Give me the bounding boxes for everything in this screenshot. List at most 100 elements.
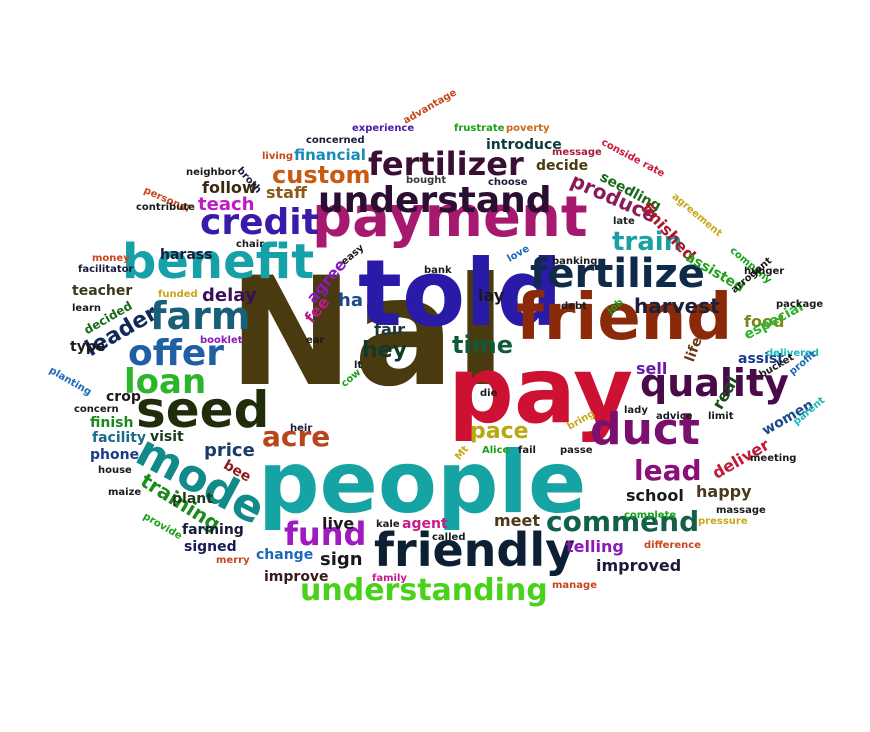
- word-advantage: advantage: [401, 87, 459, 127]
- word-lt: lt: [354, 360, 363, 371]
- word-alice: Alice: [482, 445, 510, 456]
- word-happy: happy: [696, 482, 752, 501]
- word-crop: crop: [106, 389, 141, 405]
- word-frustrate: frustrate: [454, 123, 505, 134]
- word-experience: experience: [352, 123, 415, 134]
- word-telling: telling: [566, 537, 624, 556]
- word-benefit: benefit: [122, 234, 315, 290]
- word-introduce: introduce: [486, 137, 562, 153]
- word-credit: credit: [200, 202, 319, 243]
- word-friend: friend: [516, 281, 733, 355]
- word-food: food: [744, 312, 785, 331]
- word-learn: learn: [72, 303, 102, 314]
- word-loan: loan: [124, 362, 207, 402]
- word-bank: bank: [424, 265, 452, 276]
- word-change: change: [256, 547, 314, 563]
- word-understand: understand: [318, 180, 552, 221]
- word-pay: pay: [448, 337, 634, 444]
- word-pressure: pressure: [698, 516, 748, 527]
- word-nal: Nal: [228, 246, 507, 420]
- word-payment: payment: [312, 185, 588, 250]
- word-signed: signed: [184, 539, 237, 555]
- word-passe: passe: [560, 445, 593, 456]
- word-seed: seed: [136, 381, 270, 439]
- word-farming: farming: [182, 522, 244, 538]
- word-concern: concern: [74, 404, 119, 415]
- word-debt: debt: [561, 301, 587, 312]
- word-people: people: [258, 433, 587, 533]
- word-teach: teach: [198, 194, 255, 215]
- word-die: die: [480, 388, 498, 399]
- word-bought: bought: [406, 175, 447, 186]
- word-pace: pace: [470, 419, 529, 444]
- word-fertilizer: fertilizer: [368, 145, 524, 183]
- word-fertilize: fertilize: [530, 251, 705, 297]
- word-follow: follow: [202, 178, 257, 197]
- word-improve: improve: [264, 569, 329, 585]
- word-delay: delay: [202, 285, 257, 306]
- word-fail: fail: [518, 445, 536, 456]
- word-chair: chair: [236, 239, 265, 250]
- word-booklet: booklet: [200, 335, 243, 346]
- word-planting: planting: [47, 365, 94, 399]
- word-money: money: [92, 253, 130, 264]
- word-meeting: meeting: [750, 453, 797, 464]
- word-ha: ha: [338, 290, 363, 311]
- word-choose: choose: [488, 177, 528, 188]
- word-school: school: [626, 486, 684, 505]
- word-financial: financial: [294, 146, 366, 164]
- word-manage: manage: [552, 580, 597, 591]
- word-plant: plant: [172, 491, 213, 507]
- word-difference: difference: [644, 540, 702, 551]
- word-called: called: [432, 532, 466, 543]
- word-merry: merry: [216, 555, 250, 566]
- word-maize: maize: [108, 487, 142, 498]
- word-poverty: poverty: [506, 123, 550, 134]
- word-fair: fair: [374, 320, 406, 339]
- word-sell: sell: [636, 359, 668, 378]
- word-kale: kale: [376, 519, 400, 530]
- word-commend: commend: [546, 505, 700, 538]
- word-teacher: teacher: [72, 283, 133, 299]
- word-improved: improved: [596, 556, 682, 575]
- word-meet: meet: [494, 511, 541, 530]
- word-massage: massage: [716, 505, 766, 516]
- word-concerned: concerned: [306, 135, 365, 146]
- word-friendly: friendly: [374, 523, 576, 577]
- word-facilitator: facilitator: [78, 264, 134, 275]
- word-funded: funded: [158, 289, 198, 300]
- word-package: package: [776, 299, 824, 310]
- word-house: house: [98, 465, 132, 476]
- word-duct: duct: [590, 404, 700, 455]
- word-staff: staff: [266, 183, 307, 202]
- word-phone: phone: [90, 447, 140, 463]
- word-sign: sign: [320, 549, 363, 570]
- word-train: train: [612, 227, 683, 257]
- word-lead: lead: [634, 454, 702, 487]
- word-delivered: delivered: [766, 348, 819, 359]
- word-harvest: harvest: [634, 294, 720, 318]
- word-neighbor: neighbor: [186, 167, 237, 178]
- word-family: family: [372, 573, 407, 584]
- word-contribute: contribute: [136, 202, 195, 213]
- word-complete: complete: [624, 510, 677, 521]
- word-harass: harass: [160, 247, 213, 263]
- word-farm: farm: [150, 294, 251, 338]
- word-message: message: [552, 147, 602, 158]
- word-decide: decide: [536, 158, 589, 174]
- word-finish: finish: [90, 415, 134, 431]
- word-understanding: understanding: [300, 573, 548, 608]
- word-assist: assist: [738, 351, 784, 367]
- word-hey: hey: [362, 338, 407, 363]
- word-late: late: [613, 216, 635, 227]
- word-fund: fund: [284, 515, 367, 553]
- word-living: living: [262, 151, 294, 162]
- word-type: type: [70, 339, 106, 355]
- word-ear: ear: [306, 335, 325, 346]
- word-agent: agent: [402, 516, 448, 532]
- word-provide: provide: [141, 511, 184, 543]
- word-limit: limit: [708, 411, 734, 422]
- word-banking: banking: [552, 256, 598, 267]
- word-custom: custom: [272, 161, 371, 189]
